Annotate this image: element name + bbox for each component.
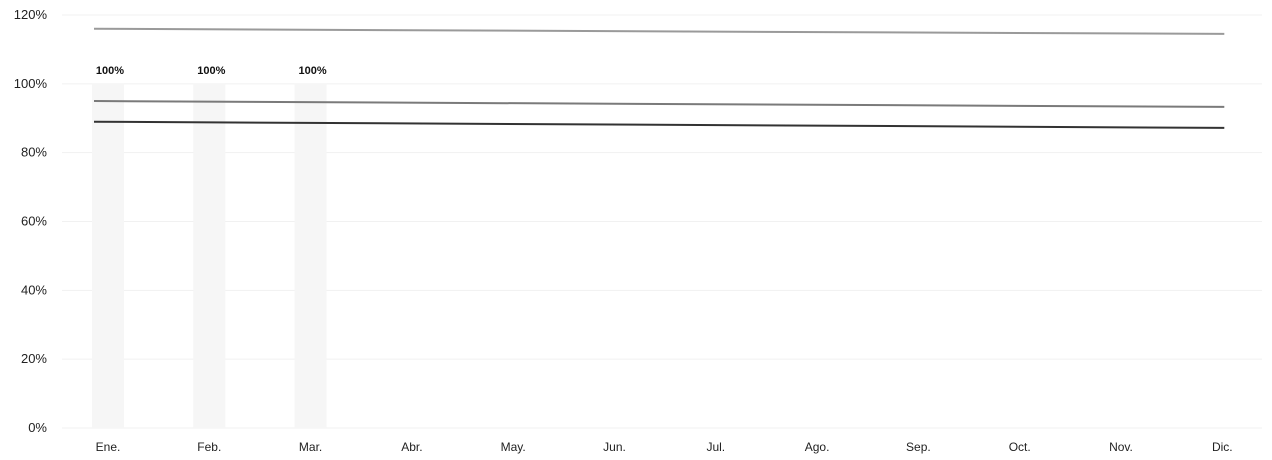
x-tick-label: Dic.: [1212, 440, 1233, 454]
data-label: 100%: [197, 65, 225, 77]
y-tick-label: 0%: [28, 420, 47, 435]
data-label: 100%: [299, 65, 327, 77]
y-tick-label: 80%: [21, 145, 47, 160]
x-tick-label: Jul.: [706, 440, 725, 454]
x-tick-label: Mar.: [299, 440, 322, 454]
bar-ene: [92, 83, 124, 428]
x-tick-label: May.: [501, 440, 526, 454]
y-axis: 0% 20% 40% 60% 80% 100% 120%: [14, 7, 48, 435]
x-tick-label: Jun.: [603, 440, 626, 454]
x-tick-label: Nov.: [1109, 440, 1133, 454]
bar-layer: [92, 83, 327, 428]
x-tick-label: Abr.: [401, 440, 422, 454]
x-tick-label: Ene.: [96, 440, 121, 454]
x-tick-label: Oct.: [1009, 440, 1031, 454]
bar-mar: [294, 83, 327, 428]
x-tick-label: Feb.: [197, 440, 221, 454]
x-tick-label: Sep.: [906, 440, 931, 454]
y-tick-label: 120%: [14, 7, 48, 22]
y-tick-label: 20%: [21, 351, 47, 366]
grid-layer: [62, 14, 1262, 429]
reference-line-3: [93, 120, 1225, 129]
reference-line-1: [93, 27, 1225, 35]
label-layer: 100% 100% 100%: [96, 65, 327, 77]
y-tick-label: 40%: [21, 282, 47, 297]
y-tick-label: 100%: [14, 76, 48, 91]
x-tick-label: Ago.: [805, 440, 830, 454]
x-axis: Ene. Feb. Mar. Abr. May. Jun. Jul. Ago. Sep. Oct.…: [96, 440, 1233, 454]
data-label: 100%: [96, 65, 124, 77]
line-layer: [93, 27, 1225, 129]
reference-line-2: [93, 100, 1225, 108]
bar-feb: [193, 83, 226, 428]
y-tick-label: 60%: [21, 214, 47, 229]
